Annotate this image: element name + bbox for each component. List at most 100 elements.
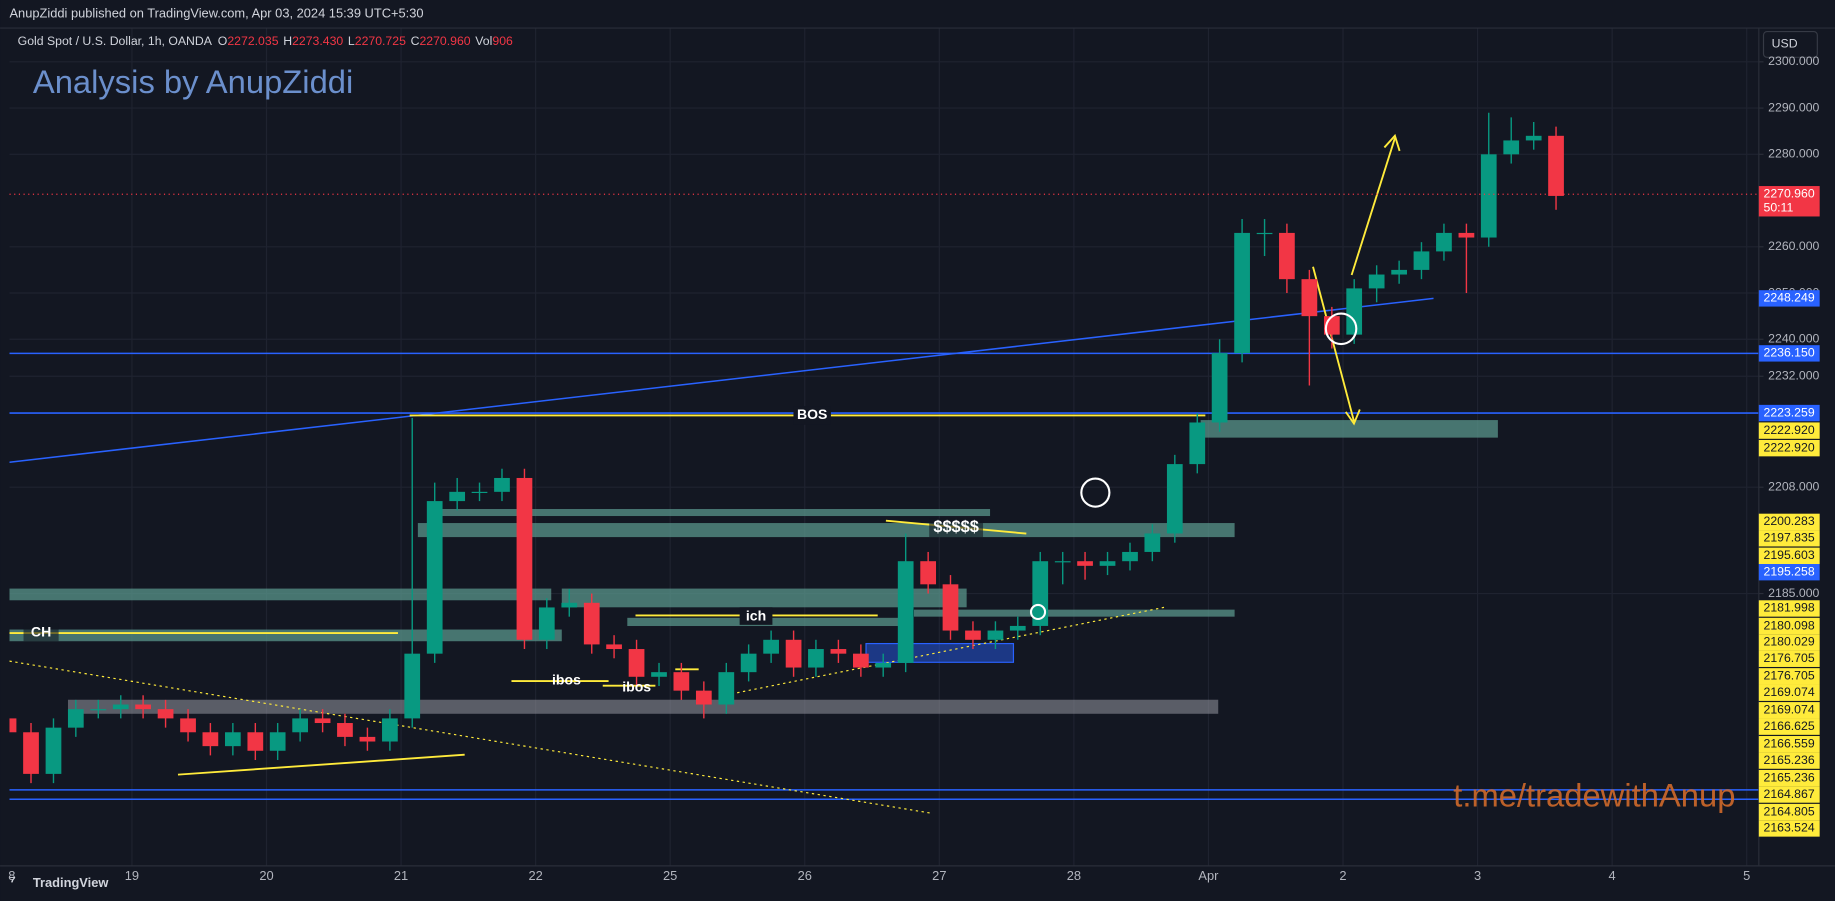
candle-body — [314, 718, 331, 724]
candle-body — [897, 561, 914, 663]
candle-body — [1413, 251, 1430, 270]
price-tag-label: 2200.283 — [1764, 514, 1815, 528]
ohlc-key: C — [411, 34, 420, 48]
y-tick-label: 2300.000 — [1768, 54, 1819, 68]
price-tag — [1758, 702, 1820, 719]
candle-body — [157, 709, 174, 719]
zone — [9, 629, 562, 642]
candle-body — [180, 718, 196, 733]
candle-body — [247, 732, 264, 751]
circle — [1029, 603, 1047, 621]
candle-body — [1301, 279, 1318, 317]
x-tick-label: 20 — [259, 868, 273, 883]
price-tag-label: 2180.029 — [1764, 635, 1815, 649]
label-bg — [23, 623, 59, 642]
candle-body — [1189, 422, 1206, 465]
currency-box[interactable] — [1762, 31, 1818, 58]
candle-body — [875, 662, 892, 668]
candle-body — [404, 653, 421, 719]
price-tag — [1758, 718, 1820, 735]
footer-logo: ⁷ — [9, 873, 15, 890]
candle-body — [1391, 269, 1407, 275]
price-tag — [1758, 600, 1820, 617]
arrow — [1350, 137, 1396, 276]
price-tag — [1758, 634, 1820, 651]
candle-body — [808, 649, 824, 668]
x-tick-label: 5 — [1743, 868, 1750, 883]
price-tag-label: 2236.150 — [1764, 346, 1815, 360]
y-tick-label: 2260.000 — [1768, 239, 1819, 253]
legend: Gold Spot / U.S. Dollar, 1h, OANDA O2272.… — [18, 34, 513, 48]
candle-body — [628, 649, 645, 677]
y-tick-label: 2290.000 — [1768, 100, 1819, 114]
ohlc-key: O — [218, 34, 228, 48]
price-tag — [1758, 186, 1820, 217]
footer: TradingView — [33, 875, 110, 890]
candle-body — [718, 672, 735, 705]
candle-body — [740, 653, 757, 673]
price-tag — [1758, 422, 1820, 439]
ich-label: ich — [746, 607, 766, 623]
candle-body — [1211, 353, 1228, 423]
candle-body — [1122, 551, 1138, 562]
price-tag — [1758, 752, 1820, 769]
price-tag — [1758, 404, 1820, 422]
ohlc-value: 2272.035 — [227, 34, 278, 48]
price-tag — [1758, 530, 1820, 547]
bos-label: BOS — [797, 406, 827, 422]
x-tick-label: 27 — [932, 868, 946, 883]
candle-body — [965, 630, 981, 640]
zones — [9, 420, 1498, 642]
x-tick-label: 8 — [8, 868, 15, 883]
trend-line — [9, 297, 1434, 463]
price-tag — [1758, 439, 1820, 457]
candle-body — [1032, 561, 1049, 626]
candle-body — [449, 491, 466, 502]
price-tag-label: 2248.249 — [1764, 291, 1815, 305]
candles — [9, 112, 1564, 784]
price-tag-label: 2165.236 — [1764, 753, 1815, 767]
candle-body — [785, 639, 802, 668]
candle-body — [359, 736, 376, 742]
candle-body — [516, 477, 533, 640]
candle-body — [202, 732, 219, 747]
candle-body — [292, 718, 309, 733]
arrow-head — [1345, 409, 1361, 426]
candle-body — [426, 501, 443, 654]
x-tick-label: 21 — [394, 868, 408, 883]
price-tag — [1758, 820, 1820, 837]
candle-body — [1458, 232, 1475, 238]
candle-body — [494, 477, 510, 492]
candle-body — [45, 727, 62, 774]
candle-body — [1099, 561, 1116, 566]
price-tag — [1758, 769, 1820, 787]
arrow — [1312, 266, 1355, 422]
candle-body — [942, 584, 959, 631]
price-tag-label: 2166.559 — [1764, 736, 1815, 750]
price-tag — [1758, 786, 1820, 803]
price-tag-label: 2164.805 — [1764, 804, 1815, 818]
candle-body — [1346, 288, 1363, 335]
price-tag — [1758, 617, 1820, 635]
price-tag-label: 2164.867 — [1764, 787, 1815, 801]
x-tick-label: 25 — [663, 868, 677, 883]
price-tag — [1758, 684, 1820, 701]
zone — [561, 588, 967, 608]
ohlc-value: 2270.960 — [419, 34, 470, 48]
price-tag-label: 2195.258 — [1764, 564, 1815, 578]
dotted-line — [9, 660, 932, 814]
y-tick-label: 2208.000 — [1768, 479, 1819, 493]
price-tag — [1758, 547, 1820, 565]
price-tag — [1758, 736, 1820, 753]
candle-body — [337, 723, 353, 737]
ohlc-key: H — [283, 34, 292, 48]
x-tick-label: 26 — [798, 868, 812, 883]
candle-body — [853, 653, 869, 668]
ibos-label: ibos — [552, 672, 581, 688]
price-tag-label: 2165.236 — [1764, 770, 1815, 784]
candle-body — [695, 690, 712, 705]
candle-body — [1436, 232, 1452, 252]
candle-body — [606, 644, 622, 650]
x-tick-label: 3 — [1474, 868, 1481, 883]
